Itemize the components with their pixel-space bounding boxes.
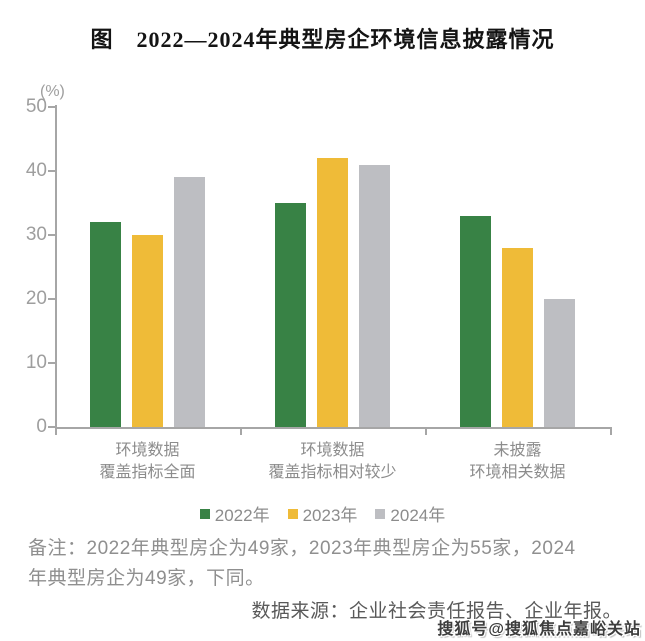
bar-2024年-group3 bbox=[544, 299, 575, 427]
y-tick-mark-10 bbox=[48, 362, 55, 364]
legend-item-2022年: 2022年 bbox=[199, 501, 270, 526]
bar-2024年-group2 bbox=[359, 164, 390, 427]
footnote-line-1: 备注：2022年典型房企为49家，2023年典型房企为55家，2024 bbox=[28, 538, 576, 559]
bar-2024年-group1 bbox=[174, 177, 205, 427]
x-axis-line bbox=[55, 427, 612, 429]
x-tick-mark-0 bbox=[55, 429, 57, 435]
y-tick-mark-50 bbox=[48, 106, 55, 108]
legend-item-2024年: 2024年 bbox=[375, 501, 445, 526]
bar-2023年-group3 bbox=[502, 247, 533, 427]
y-tick-label-30: 30 bbox=[25, 224, 47, 245]
y-tick-mark-40 bbox=[48, 170, 55, 172]
y-tick-label-20: 20 bbox=[25, 288, 47, 309]
y-tick-label-50: 50 bbox=[25, 96, 47, 117]
x-category-label-2: 环境数据 覆盖指标相对较少 bbox=[268, 442, 397, 481]
legend-label-2023年: 2023年 bbox=[302, 506, 358, 525]
chart-legend: 2022年 2023年 2024年 bbox=[0, 501, 645, 526]
x-category-label-3: 未披露 环境相关数据 bbox=[469, 442, 566, 481]
bar-2023年-group1 bbox=[132, 235, 163, 427]
y-tick-mark-20 bbox=[48, 298, 55, 300]
y-tick-mark-30 bbox=[48, 234, 55, 236]
legend-item-2023年: 2023年 bbox=[287, 501, 358, 526]
watermark-text: 搜狐号@搜狐焦点嘉峪关站 bbox=[437, 621, 641, 638]
y-tick-label-10: 10 bbox=[25, 352, 47, 373]
bar-2022年-group3 bbox=[460, 215, 491, 427]
bar-2022年-group2 bbox=[275, 203, 306, 427]
legend-swatch-2023年 bbox=[287, 508, 298, 519]
chart-title: 图 2022—2024年典型房企环境信息披露情况 bbox=[90, 27, 555, 52]
y-tick-mark-0 bbox=[48, 426, 55, 428]
y-tick-label-40: 40 bbox=[25, 160, 47, 181]
legend-label-2022年: 2022年 bbox=[214, 506, 270, 525]
bar-2022年-group1 bbox=[90, 222, 121, 427]
x-category-label-1: 环境数据 覆盖指标全面 bbox=[99, 442, 196, 481]
y-axis-unit-label: (%) bbox=[40, 83, 65, 100]
x-tick-mark-1 bbox=[240, 429, 242, 435]
x-tick-mark-2 bbox=[425, 429, 427, 435]
y-axis-line bbox=[55, 105, 57, 429]
bar-2023年-group2 bbox=[317, 158, 348, 427]
legend-swatch-2024年 bbox=[375, 508, 386, 519]
x-tick-mark-3 bbox=[610, 429, 612, 435]
footnote: 备注：2022年典型房企为49家，2023年典型房企为55家，2024 年典型房… bbox=[28, 534, 576, 594]
data-source-text: 数据来源：企业社会责任报告、企业年报。 bbox=[251, 601, 622, 622]
footnote-line-2: 年典型房企为49家，下同。 bbox=[28, 568, 265, 589]
legend-swatch-2022年 bbox=[199, 508, 210, 519]
y-tick-label-0: 0 bbox=[36, 416, 47, 437]
legend-label-2024年: 2024年 bbox=[390, 506, 446, 525]
